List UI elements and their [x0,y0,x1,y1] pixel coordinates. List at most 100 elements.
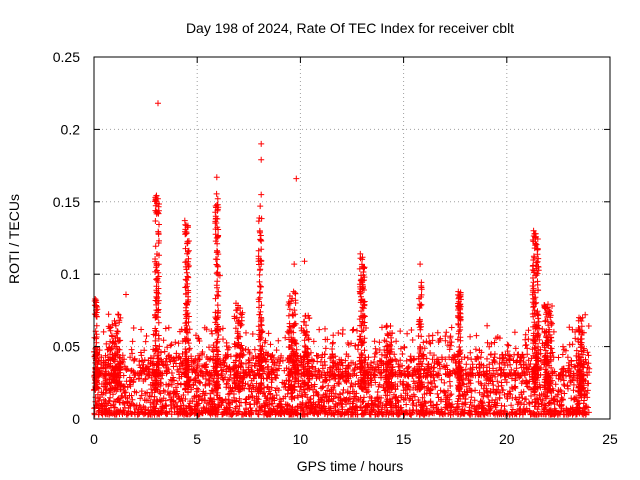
data-point [410,400,417,407]
data-point [543,369,550,376]
data-point [569,377,576,383]
data-point [494,400,501,407]
data-point [387,348,394,355]
data-point [175,354,182,361]
data-point [280,395,287,402]
data-point [480,368,487,375]
data-point [177,398,184,405]
data-point [324,411,331,418]
data-point [392,394,399,401]
data-point [336,391,343,398]
data-point [325,396,332,403]
data-point [358,293,364,300]
data-point [378,351,385,358]
data-point [513,365,520,372]
data-point [417,302,424,309]
data-point [547,353,554,359]
data-point [110,378,117,384]
data-point [110,357,117,363]
data-point [91,411,98,418]
data-point [457,303,464,310]
data-point [157,398,164,405]
data-point [533,299,540,306]
data-point [99,408,106,415]
data-point [368,364,375,371]
data-point [93,322,100,329]
data-point [212,309,219,316]
data-point [462,401,469,408]
data-point [162,410,169,417]
data-point [559,351,566,358]
data-point [524,351,531,358]
data-point [465,409,472,416]
data-point [145,372,152,379]
data-point [378,406,385,413]
data-point [462,395,469,402]
data-point [331,403,337,410]
data-point [225,365,232,372]
data-point [568,361,575,368]
data-point [141,347,148,354]
data-point [114,396,121,403]
data-point [418,333,425,340]
data-point [256,290,263,296]
data-point [325,382,332,389]
data-point [113,330,120,337]
data-point [175,340,182,347]
data-point [258,261,265,268]
data-point [582,311,589,318]
data-point [531,411,538,418]
data-point [112,404,119,411]
data-point [300,386,307,393]
chart-title: Day 198 of 2024, Rate Of TEC Index for r… [186,20,514,36]
data-point [529,263,536,270]
data-point [505,342,512,349]
data-point [209,330,216,337]
data-point [330,332,337,339]
data-point [581,397,588,404]
data-point [415,366,422,373]
data-point [524,383,531,390]
data-point [531,337,538,344]
data-point [407,353,414,360]
data-point [424,387,431,394]
data-point [535,312,542,319]
data-point [413,410,420,417]
data-point [531,364,538,371]
data-point [330,339,336,346]
data-point [265,366,271,373]
data-point [183,349,189,356]
data-point [150,331,157,338]
data-point [116,364,123,371]
data-point [475,378,482,385]
data-point [568,395,575,402]
data-point [455,384,462,391]
data-point [288,394,295,401]
data-point [106,344,113,351]
data-point [181,217,188,224]
data-point [508,402,515,409]
data-point [289,342,295,349]
data-point [183,307,190,314]
data-point [357,250,364,257]
data-point [256,228,263,235]
data-point [94,346,101,353]
data-point [337,395,344,402]
data-point [531,319,538,326]
data-point [483,371,490,378]
data-point [203,371,209,378]
data-point [535,410,542,417]
data-point [302,344,309,351]
data-point [573,347,580,354]
data-point [188,363,195,370]
data-point [271,371,278,378]
data-point [536,392,543,399]
data-point [313,352,320,359]
data-point [314,391,321,398]
data-point [484,322,491,329]
data-point [339,326,346,333]
data-point [309,372,316,379]
data-point [437,365,443,372]
data-point [374,361,381,367]
data-point [566,341,573,348]
